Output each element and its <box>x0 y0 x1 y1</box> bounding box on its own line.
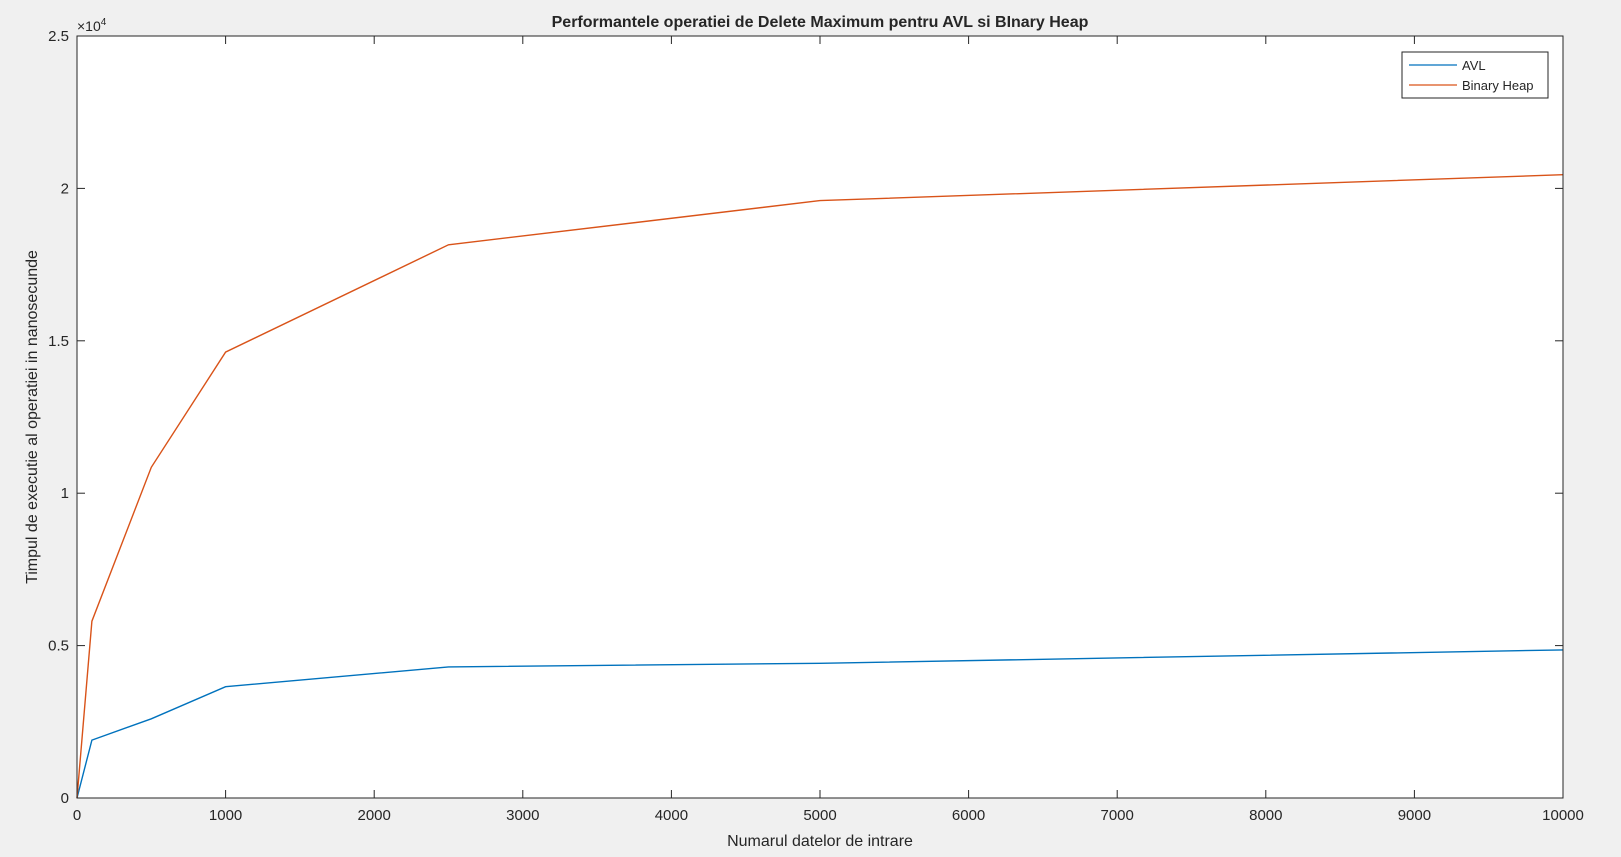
y-exponent-base: ×10 <box>77 18 101 34</box>
x-tick-label: 9000 <box>1398 807 1431 824</box>
x-tick-label: 10000 <box>1542 807 1584 824</box>
series-line-avl <box>76 649 1564 799</box>
legend[interactable]: AVL Binary Heap <box>1401 51 1549 99</box>
y-tick-label: 1 <box>61 485 69 502</box>
x-axis-ticks: 0 1000 2000 3000 4000 5000 6000 7000 8000 9000 100… <box>73 36 1584 824</box>
x-tick-label: 1000 <box>209 807 242 824</box>
y-exponent-power: 4 <box>101 17 107 28</box>
plot-area <box>77 36 1563 798</box>
x-tick-label: 4000 <box>655 807 688 824</box>
x-tick-label: 6000 <box>952 807 985 824</box>
legend-label-avl: AVL <box>1462 58 1486 73</box>
y-tick-label: 0.5 <box>48 638 69 655</box>
x-tick-label: 3000 <box>506 807 539 824</box>
x-tick-label: 2000 <box>358 807 391 824</box>
x-axis-label: Numarul datelor de intrare <box>727 833 913 850</box>
axes-box <box>76 35 1564 799</box>
y-tick-label: 2.5 <box>48 28 69 45</box>
y-axis-label: Timpul de executie al operatiei in nanos… <box>24 250 41 584</box>
y-tick-label: 2 <box>61 180 69 197</box>
chart-title: Performantele operatiei de Delete Maximu… <box>552 14 1089 31</box>
y-tick-label: 1.5 <box>48 333 69 350</box>
y-exponent-label: ×104 <box>77 17 107 34</box>
x-tick-label: 7000 <box>1101 807 1134 824</box>
y-axis-ticks: 0 0.5 1 1.5 2 2.5 <box>48 28 1563 807</box>
x-tick-label: 5000 <box>803 807 836 824</box>
x-tick-label: 8000 <box>1249 807 1282 824</box>
legend-box <box>1401 51 1549 99</box>
y-tick-label: 0 <box>61 790 69 807</box>
legend-label-binary-heap: Binary Heap <box>1462 78 1534 93</box>
x-tick-label: 0 <box>73 807 81 824</box>
